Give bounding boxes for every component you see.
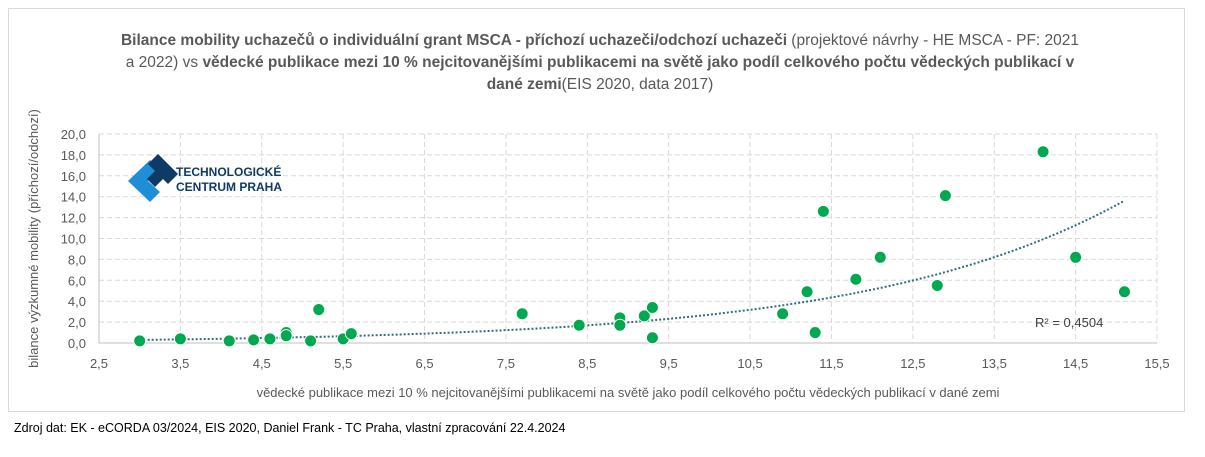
logo-mark	[128, 160, 160, 202]
y-tick-label: 4,0	[68, 294, 86, 309]
logo-text: CENTRUM PRAHA	[176, 180, 282, 194]
y-tick-label: 2,0	[68, 315, 86, 330]
data-point	[344, 327, 358, 341]
x-tick-label: 5,5	[334, 356, 352, 371]
x-tick-label: 3,5	[171, 356, 189, 371]
data-point	[1117, 285, 1131, 299]
data-point	[873, 250, 887, 264]
r-squared-label: R² = 0,4504	[1035, 315, 1103, 330]
title-part: (projektové návrhy - HE MSCA - PF: 2021 …	[125, 32, 1080, 71]
data-point	[800, 285, 814, 299]
data-point	[613, 318, 627, 332]
title-part: vědecké publikace mezi 10 % nejcitovaněj…	[202, 54, 1075, 93]
data-point	[173, 332, 187, 346]
x-tick-label: 9,5	[660, 356, 678, 371]
data-point	[133, 334, 147, 348]
data-point	[1036, 145, 1050, 159]
trendline	[139, 199, 1125, 341]
data-point	[304, 334, 318, 348]
x-tick-label: 4,5	[253, 356, 271, 371]
x-tick-label: 7,5	[497, 356, 515, 371]
x-tick-label: 8,5	[578, 356, 596, 371]
y-tick-label: 8,0	[68, 252, 86, 267]
y-tick-label: 6,0	[68, 273, 86, 288]
x-tick-label: 13,5	[982, 356, 1007, 371]
x-axis-label: vědecké publikace mezi 10 % nejcitovaněj…	[257, 385, 1000, 400]
data-point	[808, 326, 822, 340]
data-point	[938, 189, 952, 203]
data-point	[637, 309, 651, 323]
y-tick-label: 12,0	[61, 211, 86, 226]
y-tick-label: 14,0	[61, 190, 86, 205]
x-tick-label: 2,5	[90, 356, 108, 371]
data-point	[247, 333, 261, 347]
y-tick-label: 16,0	[61, 169, 86, 184]
title-part: Bilance mobility uchazečů o individuální…	[120, 32, 787, 49]
data-point	[816, 204, 830, 218]
logo-text: TECHNOLOGICKÉ	[176, 164, 281, 179]
data-point	[222, 334, 236, 348]
x-tick-label: 12,5	[900, 356, 925, 371]
data-point	[849, 272, 863, 286]
y-axis-label: bilance výzkumné mobility (příchozí/odch…	[26, 109, 41, 368]
data-point	[776, 307, 790, 321]
chart-frame	[8, 8, 1185, 412]
x-tick-label: 6,5	[415, 356, 433, 371]
logo-mark	[147, 154, 178, 187]
data-point	[1069, 250, 1083, 264]
y-tick-label: 10,0	[61, 232, 86, 247]
data-point	[515, 307, 529, 321]
data-point	[645, 331, 659, 345]
data-point	[263, 332, 277, 346]
source-note: Zdroj dat: EK - eCORDA 03/2024, EIS 2020…	[14, 421, 566, 435]
data-point	[645, 300, 659, 314]
data-point	[930, 279, 944, 293]
chart-title: Bilance mobility uchazečů o individuální…	[120, 30, 1080, 96]
data-point	[312, 303, 326, 317]
y-tick-label: 0,0	[68, 336, 86, 351]
y-tick-label: 20,0	[61, 127, 86, 142]
y-tick-label: 18,0	[61, 148, 86, 163]
x-tick-label: 11,5	[819, 356, 843, 371]
data-point	[279, 329, 293, 343]
data-point	[572, 318, 586, 332]
x-tick-label: 15,5	[1144, 356, 1169, 371]
x-tick-label: 10,5	[737, 356, 762, 371]
x-tick-label: 14,5	[1063, 356, 1088, 371]
title-part: (EIS 2020, data 2017)	[561, 76, 714, 93]
